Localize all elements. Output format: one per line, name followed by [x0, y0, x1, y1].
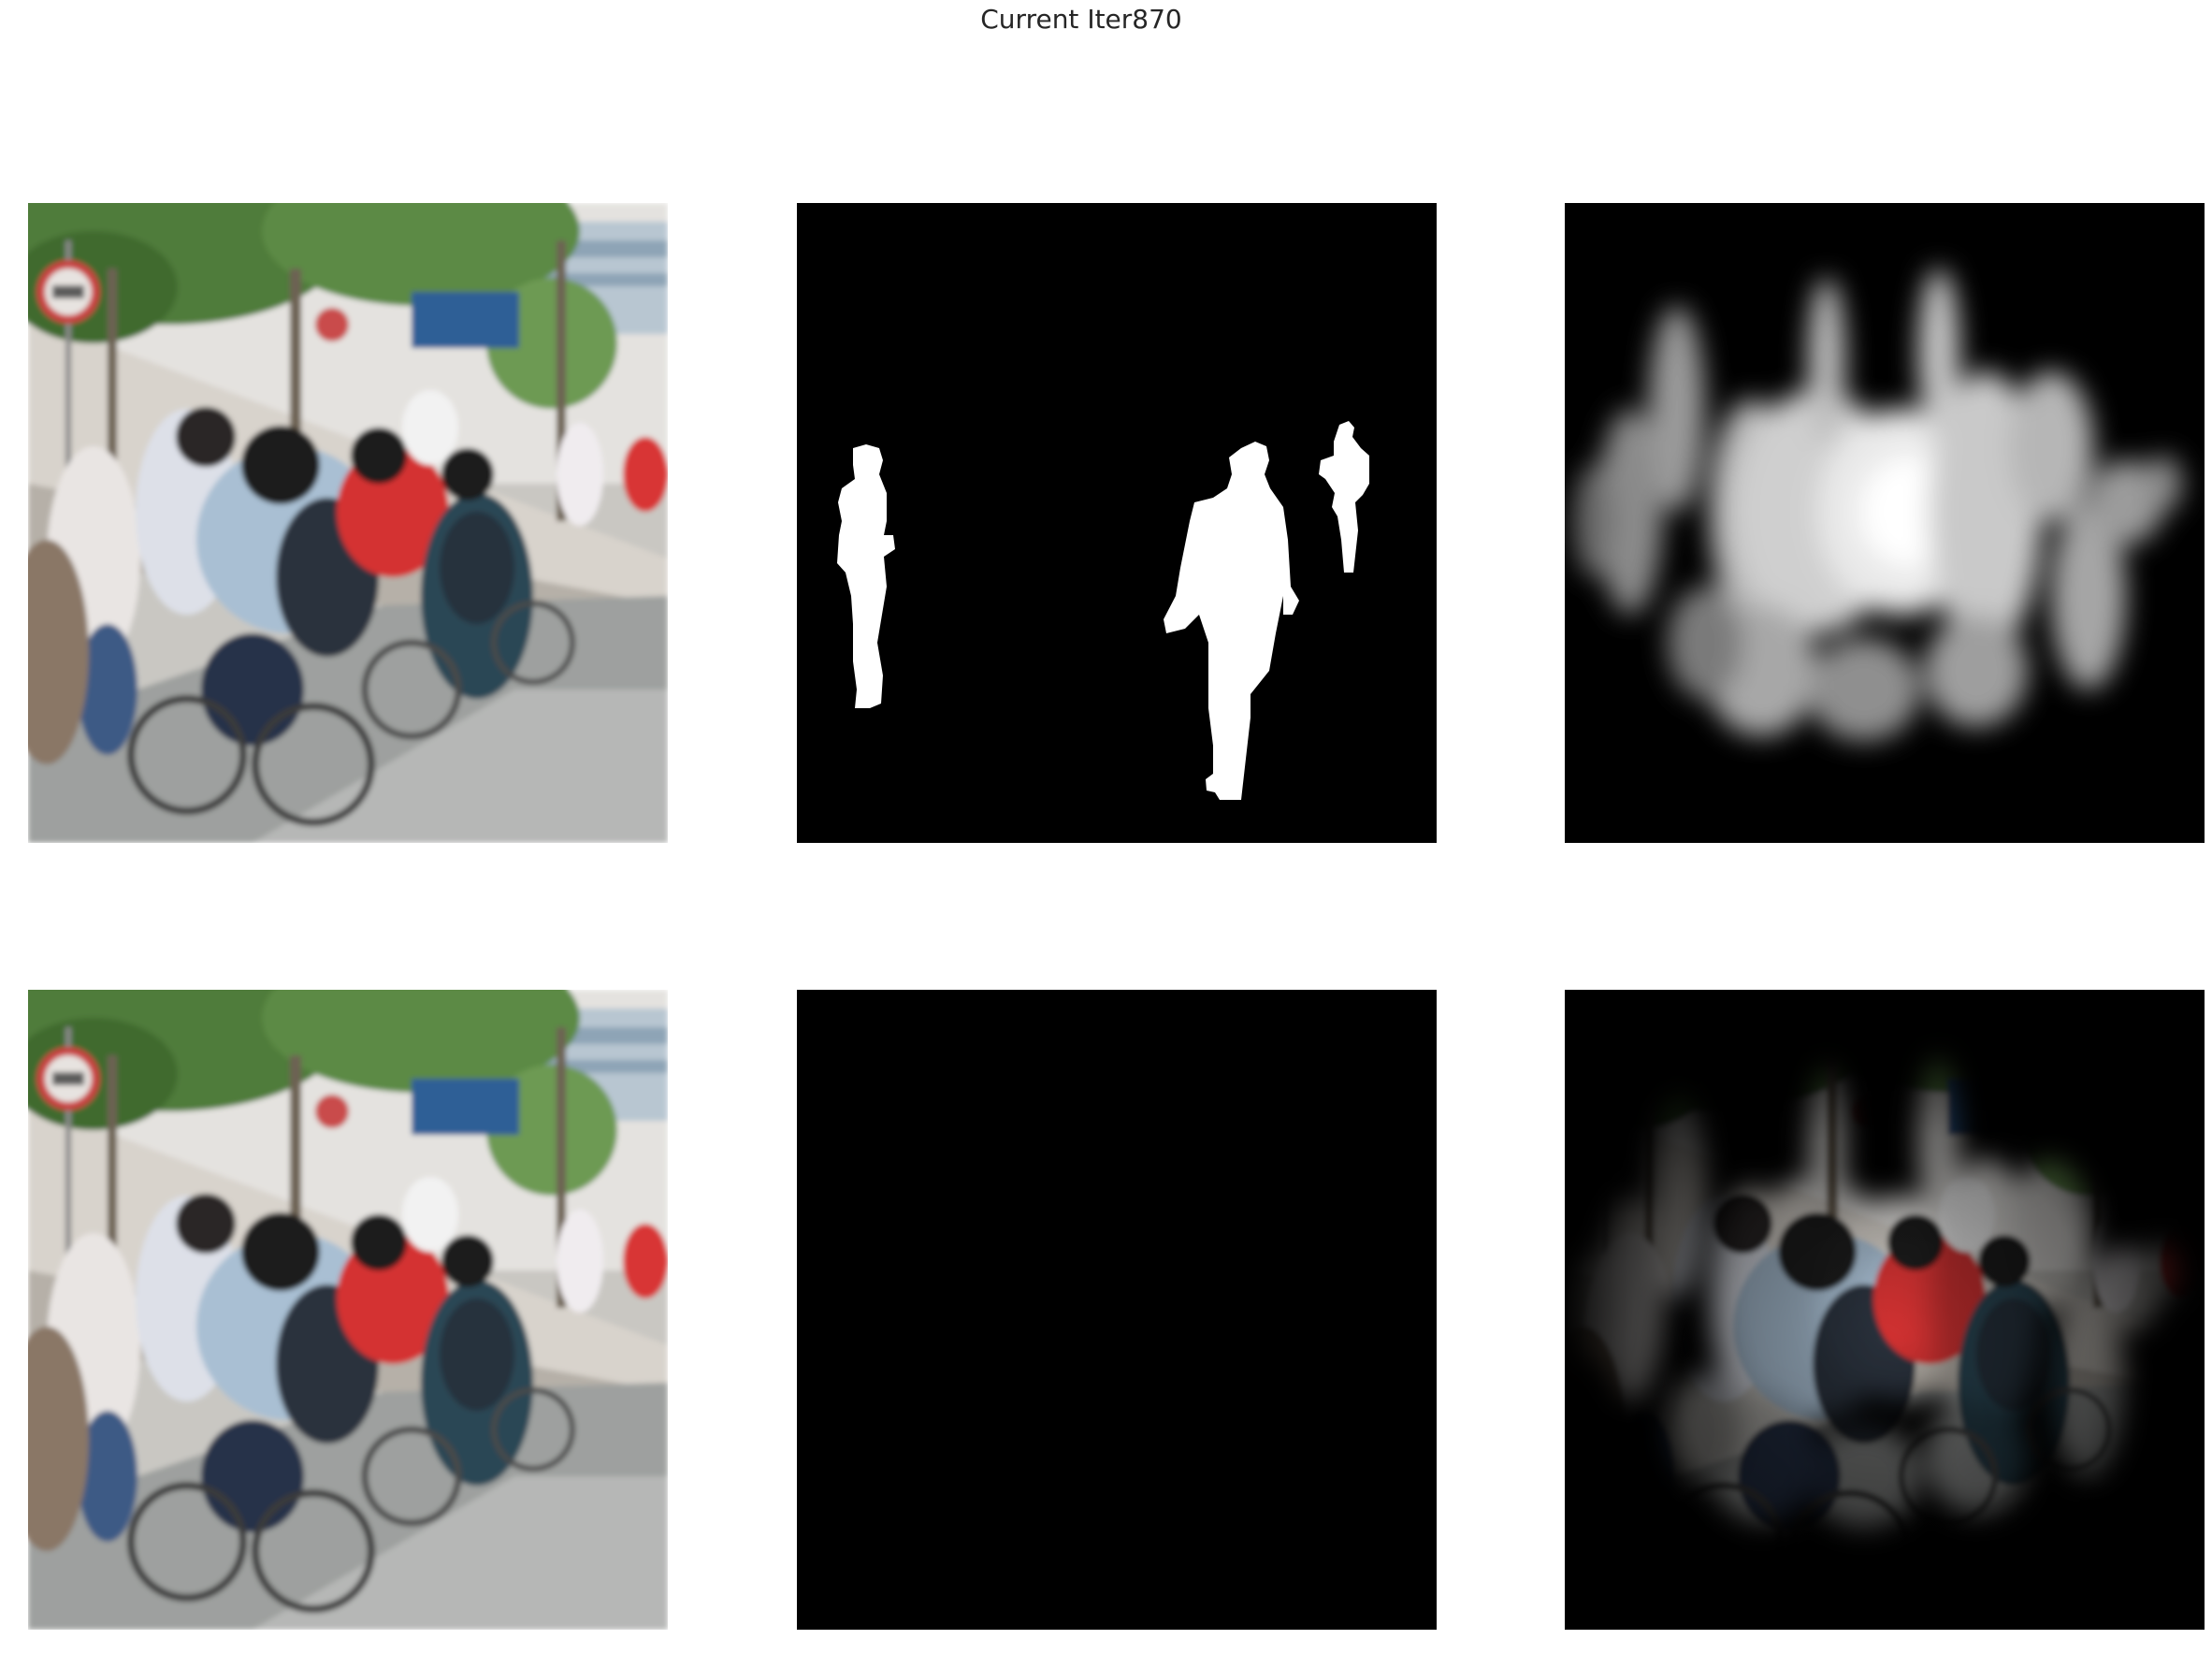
masked-ground-truth-image — [797, 990, 1437, 1630]
predicted-saliency-panel — [1565, 203, 2205, 843]
input-photo-image-2 — [28, 990, 668, 1630]
masked-prediction-image — [1565, 990, 2205, 1630]
figure-title: Current Iter870 — [980, 4, 1182, 35]
input-photo-panel — [28, 203, 668, 843]
input-photo-image — [28, 203, 668, 843]
predicted-saliency-image — [1565, 203, 2205, 843]
masked-prediction-panel — [1565, 990, 2205, 1630]
input-photo-panel-2 — [28, 990, 668, 1630]
ground-truth-mask-image — [797, 203, 1437, 843]
ground-truth-mask-panel — [797, 203, 1437, 843]
masked-ground-truth-panel — [797, 990, 1437, 1630]
